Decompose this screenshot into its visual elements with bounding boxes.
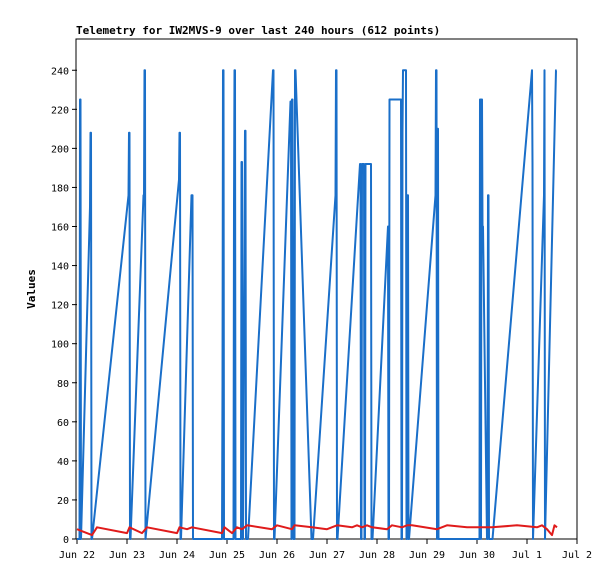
series-line-red <box>76 524 558 537</box>
y-tick-label: 100 <box>51 340 69 351</box>
y-tick-label: 160 <box>51 223 69 234</box>
y-tick-label: 240 <box>51 66 69 77</box>
y-tick-label: 60 <box>57 418 69 429</box>
x-tick-label: Jun 22 <box>59 550 95 561</box>
series-line-blue <box>77 69 557 540</box>
chart-title: Telemetry for IW2MVS-9 over last 240 hou… <box>76 24 440 37</box>
y-tick-label: 200 <box>51 144 69 155</box>
x-tick-label: Jun 28 <box>359 550 395 561</box>
x-tick-label: Jun 30 <box>459 550 495 561</box>
x-tick-label: Jun 25 <box>209 550 245 561</box>
y-tick-label: 220 <box>51 105 69 116</box>
x-tick-label: Jun 27 <box>309 550 345 561</box>
y-tick-label: 40 <box>57 457 69 468</box>
x-tick-label: Jun 24 <box>159 550 195 561</box>
y-axis-ticks: 0 20 40 60 80 100 120 140 160 180 200 220 240 <box>51 66 77 546</box>
y-tick-label: 80 <box>57 379 69 390</box>
y-tick-label: 140 <box>51 262 69 273</box>
x-tick-label: Jul 2 <box>562 550 592 561</box>
plot-frame <box>75 38 578 540</box>
x-tick-label: Jun 26 <box>259 550 295 561</box>
series-layer <box>76 69 558 540</box>
y-tick-label: 0 <box>63 535 69 546</box>
y-tick-label: 120 <box>51 301 69 312</box>
y-tick-label: 180 <box>51 183 69 194</box>
x-axis-ticks: Jun 22 Jun 23 Jun 24 Jun 25 Jun 26 Jun 27 Jun … <box>59 539 592 561</box>
y-axis-label: Values <box>25 269 38 309</box>
y-tick-label: 20 <box>57 496 69 507</box>
x-tick-label: Jul 1 <box>512 550 542 561</box>
x-tick-label: Jun 23 <box>109 550 145 561</box>
x-tick-label: Jun 29 <box>409 550 445 561</box>
